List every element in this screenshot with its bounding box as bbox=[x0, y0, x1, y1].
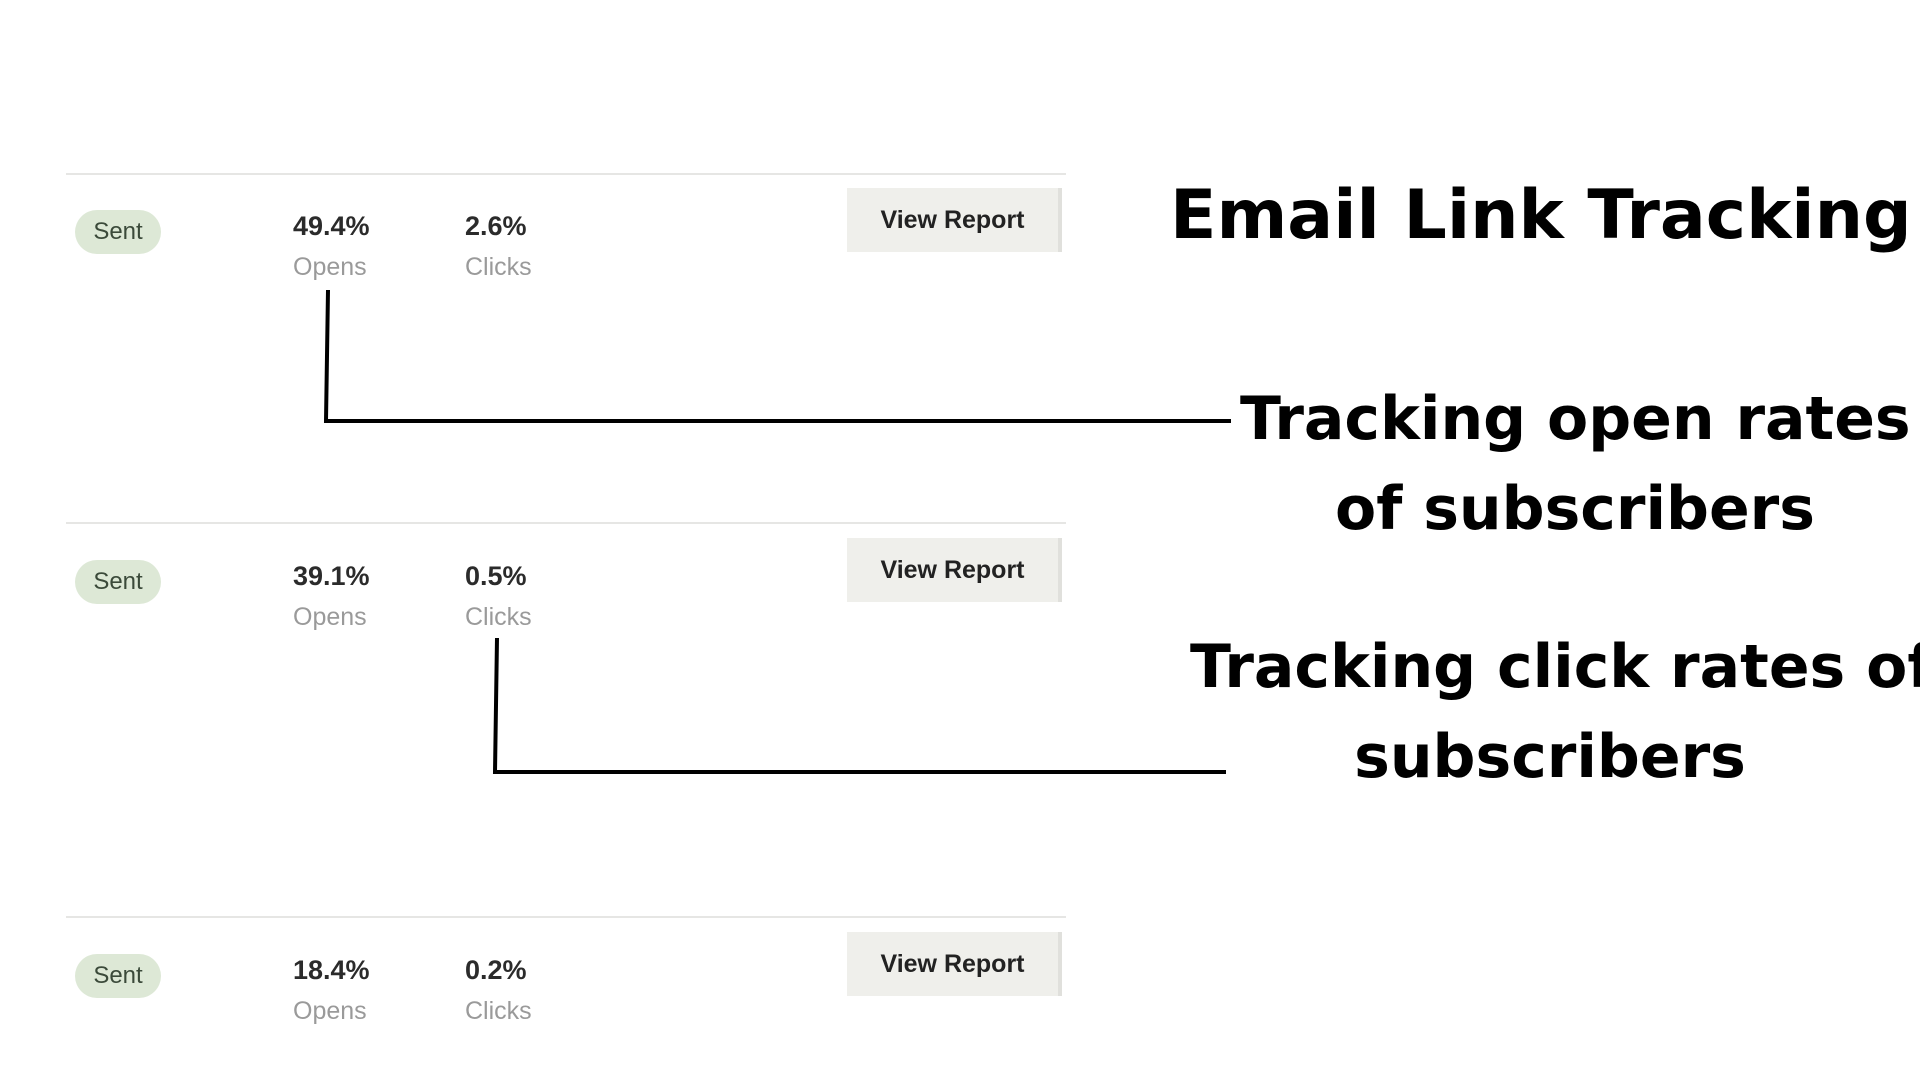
annotation-opens-line: Tracking open rates bbox=[1240, 384, 1911, 454]
row-divider bbox=[66, 916, 1066, 918]
campaign-row: Sent 18.4% Opens 0.2% Clicks View Report bbox=[66, 932, 1066, 1054]
view-report-button[interactable]: View Report bbox=[847, 188, 1062, 252]
status-badge: Sent bbox=[75, 210, 161, 254]
clicks-metric: 0.2% Clicks bbox=[465, 954, 532, 1026]
opens-value: 49.4% bbox=[293, 211, 370, 241]
clicks-label: Clicks bbox=[465, 603, 532, 631]
annotation-clicks: Tracking click rates of subscribers bbox=[1190, 622, 1920, 802]
clicks-value: 0.5% bbox=[465, 561, 527, 591]
status-badge: Sent bbox=[75, 560, 161, 604]
clicks-label: Clicks bbox=[465, 997, 532, 1025]
opens-label: Opens bbox=[293, 997, 367, 1025]
view-report-button[interactable]: View Report bbox=[847, 538, 1062, 602]
clicks-metric: 0.5% Clicks bbox=[465, 560, 532, 632]
opens-metric: 49.4% Opens bbox=[293, 210, 370, 282]
annotation-clicks-line: subscribers bbox=[1354, 722, 1746, 792]
clicks-value: 2.6% bbox=[465, 211, 527, 241]
clicks-value: 0.2% bbox=[465, 955, 527, 985]
campaign-row: Sent 39.1% Opens 0.5% Clicks View Report bbox=[66, 538, 1066, 660]
opens-metric: 18.4% Opens bbox=[293, 954, 370, 1026]
clicks-label: Clicks bbox=[465, 253, 532, 281]
view-report-button[interactable]: View Report bbox=[847, 932, 1062, 996]
annotation-opens: Tracking open rates of subscribers bbox=[1240, 374, 1911, 554]
opens-value: 39.1% bbox=[293, 561, 370, 591]
opens-value: 18.4% bbox=[293, 955, 370, 985]
status-badge: Sent bbox=[75, 954, 161, 998]
clicks-metric: 2.6% Clicks bbox=[465, 210, 532, 282]
campaign-row: Sent 49.4% Opens 2.6% Clicks View Report bbox=[66, 188, 1066, 310]
opens-metric: 39.1% Opens bbox=[293, 560, 370, 632]
annotation-title: Email Link Tracking bbox=[1170, 176, 1912, 255]
row-divider bbox=[66, 173, 1066, 175]
annotation-opens-line: of subscribers bbox=[1335, 474, 1815, 544]
opens-label: Opens bbox=[293, 603, 367, 631]
row-divider bbox=[66, 522, 1066, 524]
annotation-clicks-line: Tracking click rates of bbox=[1190, 632, 1920, 702]
opens-label: Opens bbox=[293, 253, 367, 281]
